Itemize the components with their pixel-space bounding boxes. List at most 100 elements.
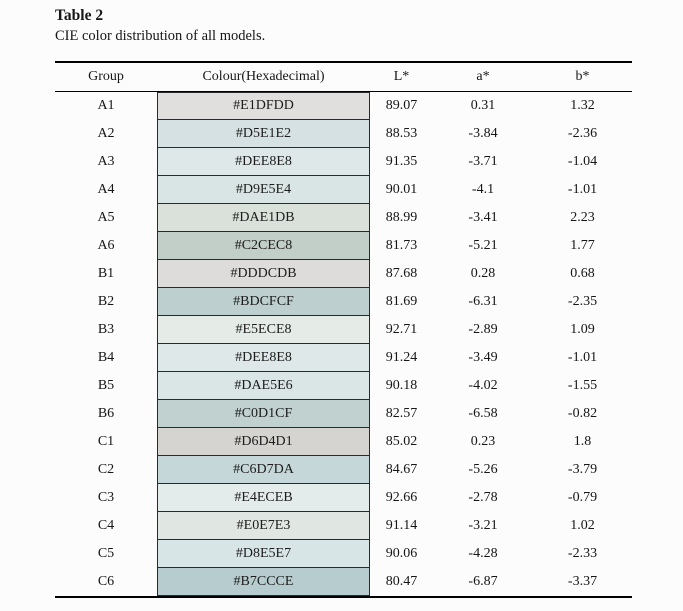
table-row: A4 #D9E5E4 90.01 -4.1 -1.01: [55, 176, 632, 204]
table-row: A5 #DAE1DB 88.99 -3.41 2.23: [55, 204, 632, 232]
table-row: A6 #C2CEC8 81.73 -5.21 1.77: [55, 232, 632, 260]
column-header-bstar: b*: [575, 69, 590, 84]
hex-code-label: #E5ECE8: [235, 321, 292, 337]
lstar-cell: 85.02: [385, 434, 418, 449]
table-row: B5 #DAE5E6 90.18 -4.02 -1.55: [55, 372, 632, 400]
astar-cell: -3.21: [468, 518, 498, 533]
astar-cell: -4.02: [468, 378, 498, 393]
lstar-cell: 90.01: [385, 182, 418, 197]
bstar-cell: 1.09: [570, 322, 595, 337]
colour-swatch: #D9E5E4: [157, 176, 370, 204]
colour-swatch: #DEE8E8: [157, 344, 370, 372]
hex-code-label: #E0E7E3: [236, 517, 291, 533]
table-header-row: Group Colour(Hexadecimal) L* a* b*: [55, 61, 632, 92]
astar-cell: -4.28: [468, 546, 498, 561]
group-cell: C2: [97, 462, 115, 477]
colour-swatch: #DDDCDB: [157, 260, 370, 288]
table-row: A2 #D5E1E2 88.53 -3.84 -2.36: [55, 120, 632, 148]
group-cell: A1: [97, 98, 115, 113]
group-cell: C3: [97, 490, 115, 505]
table-caption: CIE color distribution of all models.: [55, 28, 266, 44]
hex-code-label: #C2CEC8: [234, 237, 293, 253]
bstar-cell: -1.01: [567, 350, 598, 365]
bstar-cell: -3.37: [567, 574, 598, 589]
colour-swatch: #BDCFCF: [157, 288, 370, 316]
lstar-cell: 90.18: [385, 378, 418, 393]
astar-cell: -3.71: [468, 154, 498, 169]
group-cell: C6: [97, 574, 115, 589]
hex-code-label: #DAE5E6: [234, 377, 293, 393]
astar-cell: -2.78: [468, 490, 498, 505]
column-header-astar: a*: [476, 69, 490, 84]
colour-swatch: #C6D7DA: [157, 456, 370, 484]
astar-cell: -4.1: [471, 182, 495, 197]
table-row: C3 #E4ECEB 92.66 -2.78 -0.79: [55, 484, 632, 512]
colour-swatch: #C2CEC8: [157, 232, 370, 260]
hex-code-label: #C6D7DA: [233, 461, 294, 477]
bstar-cell: -1.01: [567, 182, 598, 197]
colour-swatch: #C0D1CF: [157, 400, 370, 428]
column-header-lstar: L*: [393, 69, 410, 84]
colour-swatch: #DEE8E8: [157, 148, 370, 176]
lstar-cell: 88.53: [385, 126, 418, 141]
hex-code-label: #DEE8E8: [235, 349, 292, 365]
astar-cell: -6.87: [468, 574, 498, 589]
bstar-cell: 1.32: [570, 98, 595, 113]
bstar-cell: 2.23: [570, 210, 595, 225]
colour-swatch: #E5ECE8: [157, 316, 370, 344]
hex-code-label: #BDCFCF: [233, 293, 294, 309]
group-cell: A4: [97, 182, 115, 197]
colour-swatch: #B7CCCE: [157, 568, 370, 596]
group-cell: B1: [97, 266, 115, 281]
bstar-cell: -0.82: [567, 406, 598, 421]
group-cell: B3: [97, 322, 115, 337]
astar-cell: -5.21: [468, 238, 498, 253]
table-row: C4 #E0E7E3 91.14 -3.21 1.02: [55, 512, 632, 540]
table-row: C5 #D8E5E7 90.06 -4.28 -2.33: [55, 540, 632, 568]
colour-swatch: #D6D4D1: [157, 428, 370, 456]
bstar-cell: -1.04: [567, 154, 598, 169]
table-row: A3 #DEE8E8 91.35 -3.71 -1.04: [55, 148, 632, 176]
bstar-cell: -1.55: [567, 378, 598, 393]
bstar-cell: -3.79: [567, 462, 598, 477]
group-cell: C4: [97, 518, 115, 533]
table-row: B2 #BDCFCF 81.69 -6.31 -2.35: [55, 288, 632, 316]
bstar-cell: -2.33: [567, 546, 598, 561]
group-cell: C1: [97, 434, 115, 449]
lstar-cell: 88.99: [385, 210, 418, 225]
lstar-cell: 90.06: [385, 546, 418, 561]
lstar-cell: 81.73: [385, 238, 418, 253]
lstar-cell: 80.47: [385, 574, 418, 589]
bstar-cell: 1.8: [573, 434, 592, 449]
colour-swatch: #E1DFDD: [157, 92, 370, 120]
table-row: A1 #E1DFDD 89.07 0.31 1.32: [55, 92, 632, 120]
bstar-cell: 1.02: [570, 518, 595, 533]
group-cell: A2: [97, 126, 115, 141]
group-cell: A5: [97, 210, 115, 225]
table-row: B1 #DDDCDB 87.68 0.28 0.68: [55, 260, 632, 288]
hex-code-label: #DDDCDB: [230, 265, 297, 281]
astar-cell: -2.89: [468, 322, 498, 337]
bstar-cell: 0.68: [570, 266, 595, 281]
group-cell: C5: [97, 546, 115, 561]
astar-cell: -5.26: [468, 462, 498, 477]
hex-code-label: #D9E5E4: [235, 181, 292, 197]
colour-swatch: #D5E1E2: [157, 120, 370, 148]
colour-swatch: #E4ECEB: [157, 484, 370, 512]
table-row: B6 #C0D1CF 82.57 -6.58 -0.82: [55, 400, 632, 428]
lstar-cell: 82.57: [385, 406, 418, 421]
lstar-cell: 92.66: [385, 490, 418, 505]
astar-cell: 0.31: [470, 98, 496, 113]
hex-code-label: #DAE1DB: [232, 209, 295, 225]
astar-cell: -6.31: [468, 294, 498, 309]
hex-code-label: #DEE8E8: [235, 153, 292, 169]
astar-cell: -3.49: [468, 350, 498, 365]
astar-cell: 0.23: [470, 434, 496, 449]
table-row: C2 #C6D7DA 84.67 -5.26 -3.79: [55, 456, 632, 484]
lstar-cell: 84.67: [385, 462, 418, 477]
group-cell: B6: [97, 406, 115, 421]
cie-color-table: Group Colour(Hexadecimal) L* a* b* A1 #E…: [55, 61, 632, 598]
hex-code-label: #C0D1CF: [234, 405, 293, 421]
column-header-group: Group: [88, 69, 124, 84]
table-row: C6 #B7CCCE 80.47 -6.87 -3.37: [55, 568, 632, 596]
